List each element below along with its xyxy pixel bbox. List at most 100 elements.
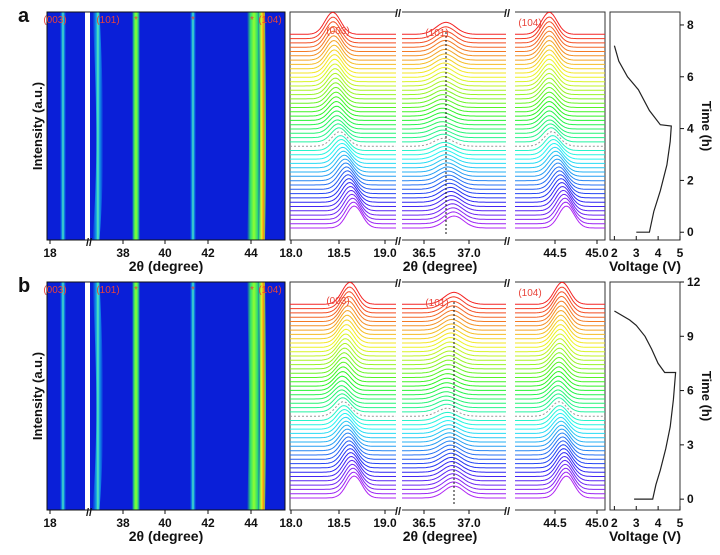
xrd-scan-curve: [290, 189, 396, 212]
xrd-scan-curve: [290, 185, 396, 207]
xrd-scan-curve: [290, 324, 396, 344]
xrd-scan-curve: [290, 393, 396, 409]
xrd-scan-curve: [290, 119, 396, 134]
y-tick-label: 2: [687, 173, 694, 187]
peak-label: (101): [425, 298, 448, 309]
x-tick-label: 18.0: [279, 516, 303, 530]
axis-break-mark: //: [504, 8, 510, 20]
xrd-scan-curve: [290, 471, 396, 495]
xrd-scan-curve: [515, 82, 605, 100]
x-tick-label: 5: [677, 246, 684, 260]
peak-label: (003): [43, 15, 66, 26]
x-tick-label: 38: [116, 246, 130, 260]
xrd-scan-curve: [290, 166, 396, 186]
peak-label: *: [191, 15, 195, 26]
xrd-scan-curve: [290, 110, 396, 126]
xrd-scan-curve: [402, 382, 506, 391]
waterfall-frame: [289, 281, 606, 511]
xrd-scan-curve: [515, 201, 605, 225]
peak-label: (104): [258, 285, 281, 296]
x-tick-label: 18: [43, 516, 57, 530]
xrd-scan-curve: [402, 116, 506, 126]
xrd-scan-curve: [515, 305, 605, 327]
xrd-scan-curve: [402, 66, 506, 78]
heatmap-diffraction-line: [92, 12, 104, 240]
xrd-scan-curve: [402, 170, 506, 182]
x-tick-label: 38: [116, 516, 130, 530]
xrd-scan-curve: [402, 107, 506, 117]
xrd-scan-curve: [290, 21, 396, 44]
x-tick-label: 36.5: [412, 516, 436, 530]
x-axis-label: 2θ (degree): [403, 258, 477, 274]
xrd-scan-curve: [515, 409, 605, 426]
xrd-scan-curve: [290, 356, 396, 374]
x-tick-label: 19.0: [373, 246, 397, 260]
xrd-scan-curve: [290, 135, 396, 151]
xrd-scan-curve: [515, 389, 605, 404]
xrd-scan-curve: [290, 347, 396, 366]
xrd-scan-curve: [402, 182, 506, 195]
xrd-scan-curve: [515, 309, 605, 331]
xrd-scan-curve: [290, 314, 396, 335]
x-tick-label: 40: [158, 516, 172, 530]
xrd-scan-curve: [290, 146, 396, 164]
xrd-scan-curve: [290, 366, 396, 383]
xrd-scan-curve: [514, 63, 605, 83]
xrd-scan-curve: [402, 112, 506, 121]
peak-label: *: [134, 285, 138, 296]
y-tick-label: 9: [687, 329, 694, 343]
xrd-scan-curve: [402, 211, 506, 225]
xrd-scan-curve: [515, 105, 605, 121]
xrd-scan-curve: [290, 436, 396, 456]
x-tick-label: 19.0: [373, 516, 397, 530]
xrd-scan-curve: [402, 133, 506, 143]
xrd-scan-curve: [290, 123, 396, 139]
x-tick-label: 3: [633, 246, 640, 260]
xrd-scan-curve: [515, 96, 605, 113]
xrd-scan-curve: [402, 35, 506, 48]
xrd-scan-curve: [402, 39, 506, 52]
xrd-scan-curve: [515, 440, 605, 460]
xrd-scan-curve: [515, 328, 605, 348]
xrd-scan-curve: [515, 182, 605, 203]
x-tick-label: 37.0: [457, 246, 481, 260]
x-tick-label: 18.5: [327, 516, 351, 530]
xrd-scan-curve: [515, 158, 605, 177]
xrd-scan-curve: [290, 397, 396, 413]
xrd-scan-curve: [402, 440, 506, 452]
xrd-scan-curve: [402, 444, 506, 456]
xrd-scan-curve: [402, 166, 506, 177]
x-tick-label: 2: [611, 516, 618, 530]
y-axis-label: Intensity (a.u.): [30, 82, 45, 170]
peak-label: *: [134, 15, 138, 26]
xrd-scan-curve: [515, 49, 605, 70]
xrd-scan-curve: [290, 49, 396, 70]
xrd-scan-curve: [515, 300, 605, 322]
xrd-scan-curve: [515, 197, 605, 220]
xrd-scan-curve: [290, 432, 396, 452]
xrd-scan-curve: [515, 291, 605, 314]
xrd-scan-curve: [290, 319, 396, 340]
y-tick-label: 6: [687, 384, 694, 398]
xrd-scan-curve: [515, 397, 605, 413]
heatmap-diffraction-line: [247, 282, 261, 510]
peak-label: *: [250, 285, 254, 296]
xrd-scan-curve: [402, 94, 506, 104]
xrd-scan-curve: [515, 115, 605, 130]
xrd-scan-curve: [290, 201, 396, 225]
xrd-scan-curve: [515, 138, 605, 156]
xrd-scan-curve: [290, 343, 396, 361]
xrd-scan-curve: [290, 54, 396, 74]
xrd-scan-curve: [515, 21, 605, 44]
xrd-scan-curve: [290, 35, 396, 57]
x-tick-label: 45.0: [585, 246, 609, 260]
heatmap-frame: [46, 11, 286, 241]
heatmap-diffraction-line: [247, 12, 261, 240]
xrd-scan-curve: [515, 324, 605, 344]
waterfall-frame: [289, 11, 606, 241]
peak-label: (003): [43, 285, 66, 296]
xrd-scan-curve: [402, 137, 506, 147]
xrd-scan-curve: [515, 314, 605, 335]
xrd-scan-curve: [290, 158, 396, 177]
xrd-scan-curve: [290, 86, 396, 104]
